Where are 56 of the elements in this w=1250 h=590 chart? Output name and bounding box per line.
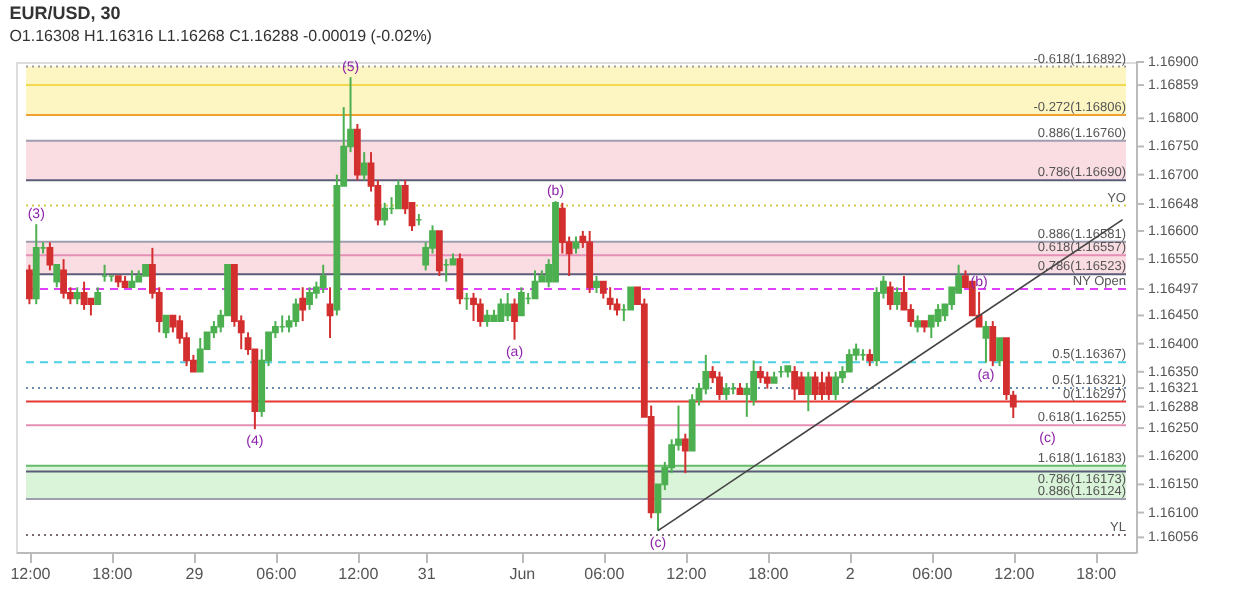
x-tick-label: 18:00 bbox=[748, 565, 790, 583]
candlestick bbox=[80, 280, 88, 311]
x-tick-label: 29 bbox=[185, 565, 205, 583]
candlestick bbox=[360, 151, 368, 182]
candlestick bbox=[435, 229, 443, 278]
candlestick bbox=[996, 336, 1003, 368]
candlestick bbox=[292, 297, 300, 328]
x-tick-label: 12:00 bbox=[338, 565, 380, 583]
candlestick bbox=[476, 297, 484, 328]
candlestick bbox=[606, 286, 614, 311]
candlestick bbox=[381, 201, 389, 227]
x-tick-label: 06:00 bbox=[912, 565, 954, 583]
candlestick bbox=[26, 263, 33, 306]
chart-title: EUR/USD, 30 bbox=[9, 2, 121, 23]
candlestick bbox=[832, 370, 840, 401]
candlestick bbox=[53, 263, 61, 289]
candlestick bbox=[60, 258, 67, 300]
candlestick bbox=[196, 336, 204, 373]
candlestick bbox=[517, 286, 525, 317]
candlestick bbox=[456, 252, 464, 306]
candlestick bbox=[804, 370, 812, 413]
candlestick bbox=[818, 370, 826, 401]
x-tick-label: 2 bbox=[845, 565, 856, 583]
candlestick bbox=[886, 280, 894, 311]
x-tick-label: 12:00 bbox=[994, 565, 1036, 583]
x-tick-label: 06:00 bbox=[584, 565, 626, 583]
candlestick bbox=[989, 320, 997, 368]
candlestick bbox=[681, 432, 689, 475]
chart-subtitle: O1.16308 H1.16316 L1.16268 C1.16288 -0.00019 (-0.02%) bbox=[9, 26, 433, 45]
candlestick bbox=[394, 179, 402, 210]
candlestick bbox=[46, 241, 54, 272]
candlestick bbox=[326, 286, 334, 339]
candlestick bbox=[825, 370, 833, 401]
x-tick-label: 06:00 bbox=[256, 565, 298, 583]
x-tick-label: 31 bbox=[417, 565, 437, 583]
candlestick bbox=[586, 229, 594, 294]
x-tick-label: Jun bbox=[509, 565, 536, 583]
x-tick-label: 18:00 bbox=[1076, 565, 1118, 583]
candlestick bbox=[791, 365, 799, 401]
x-tick-label: 18:00 bbox=[92, 565, 134, 583]
candlestick bbox=[470, 291, 477, 323]
candlestick bbox=[319, 263, 327, 294]
candlestick bbox=[504, 291, 512, 323]
x-tick-label: 12:00 bbox=[10, 565, 52, 583]
candlestick bbox=[299, 286, 307, 323]
candlestick bbox=[306, 286, 313, 311]
x-tick-label: 12:00 bbox=[666, 565, 708, 583]
candlestick bbox=[934, 303, 942, 328]
candlestick bbox=[511, 297, 518, 341]
candlestick bbox=[497, 297, 505, 323]
candlestick bbox=[893, 286, 901, 311]
candlestick bbox=[353, 122, 361, 182]
candlestick bbox=[798, 370, 805, 396]
candlestick bbox=[982, 320, 990, 364]
candlestick bbox=[716, 370, 723, 401]
candlestick bbox=[811, 370, 819, 401]
